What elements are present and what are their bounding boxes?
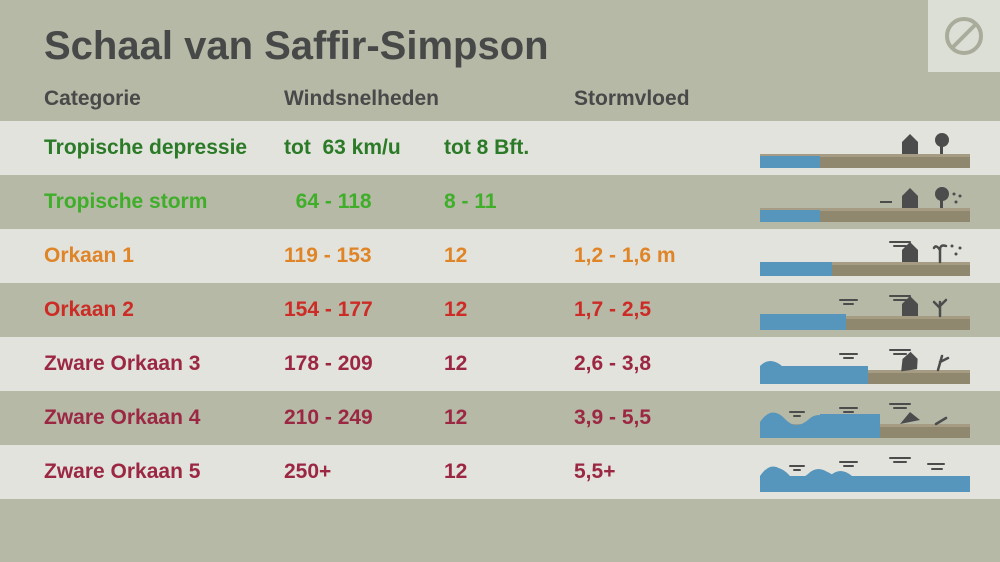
- col-header-surge: Stormvloed: [574, 87, 744, 111]
- damage-icon: [760, 182, 970, 222]
- cell-speed: 64 - 118: [284, 190, 444, 214]
- cell-speed: 210 - 249: [284, 406, 444, 430]
- cell-speed: 250+: [284, 460, 444, 484]
- cell-beaufort: 8 - 11: [444, 190, 574, 214]
- logo-icon: [944, 16, 984, 56]
- cell-beaufort: 12: [444, 406, 574, 430]
- cell-icon: [744, 128, 1000, 168]
- table-row: Zware Orkaan 4210 - 249123,9 - 5,5: [0, 391, 1000, 445]
- cell-icon: [744, 236, 1000, 276]
- scale-table: Categorie Windsnelheden Stormvloed Tropi…: [0, 87, 1000, 499]
- cell-icon: [744, 344, 1000, 384]
- cell-surge: 5,5+: [574, 460, 744, 484]
- cell-category: Zware Orkaan 4: [44, 406, 284, 430]
- damage-icon: [760, 236, 970, 276]
- cell-icon: [744, 452, 1000, 492]
- table-row: Zware Orkaan 5250+125,5+: [0, 445, 1000, 499]
- cell-speed: 178 - 209: [284, 352, 444, 376]
- logo-box: [928, 0, 1000, 72]
- cell-speed: tot 63 km/u: [284, 136, 444, 160]
- cell-beaufort: tot 8 Bft.: [444, 136, 574, 160]
- cell-surge: 1,7 - 2,5: [574, 298, 744, 322]
- cell-category: Orkaan 1: [44, 244, 284, 268]
- cell-beaufort: 12: [444, 244, 574, 268]
- cell-beaufort: 12: [444, 460, 574, 484]
- table-header: Categorie Windsnelheden Stormvloed: [0, 87, 1000, 121]
- table-row: Orkaan 1119 - 153121,2 - 1,6 m: [0, 229, 1000, 283]
- cell-category: Orkaan 2: [44, 298, 284, 322]
- cell-beaufort: 12: [444, 298, 574, 322]
- damage-icon: [760, 344, 970, 384]
- damage-icon: [760, 290, 970, 330]
- cell-category: Tropische storm: [44, 190, 284, 214]
- table-row: Zware Orkaan 3178 - 209122,6 - 3,8: [0, 337, 1000, 391]
- cell-surge: 2,6 - 3,8: [574, 352, 744, 376]
- damage-icon: [760, 128, 970, 168]
- cell-category: Zware Orkaan 5: [44, 460, 284, 484]
- table-row: Tropische depressietot 63 km/utot 8 Bft.: [0, 121, 1000, 175]
- cell-category: Zware Orkaan 3: [44, 352, 284, 376]
- cell-beaufort: 12: [444, 352, 574, 376]
- cell-icon: [744, 182, 1000, 222]
- cell-icon: [744, 290, 1000, 330]
- cell-surge: 1,2 - 1,6 m: [574, 244, 744, 268]
- cell-category: Tropische depressie: [44, 136, 284, 160]
- page-title: Schaal van Saffir-Simpson: [0, 0, 1000, 87]
- cell-surge: 3,9 - 5,5: [574, 406, 744, 430]
- col-header-category: Categorie: [44, 87, 284, 111]
- damage-icon: [760, 398, 970, 438]
- cell-icon: [744, 398, 1000, 438]
- cell-speed: 154 - 177: [284, 298, 444, 322]
- damage-icon: [760, 452, 970, 492]
- col-header-speed: Windsnelheden: [284, 87, 574, 111]
- table-row: Orkaan 2154 - 177121,7 - 2,5: [0, 283, 1000, 337]
- cell-speed: 119 - 153: [284, 244, 444, 268]
- table-row: Tropische storm 64 - 1188 - 11: [0, 175, 1000, 229]
